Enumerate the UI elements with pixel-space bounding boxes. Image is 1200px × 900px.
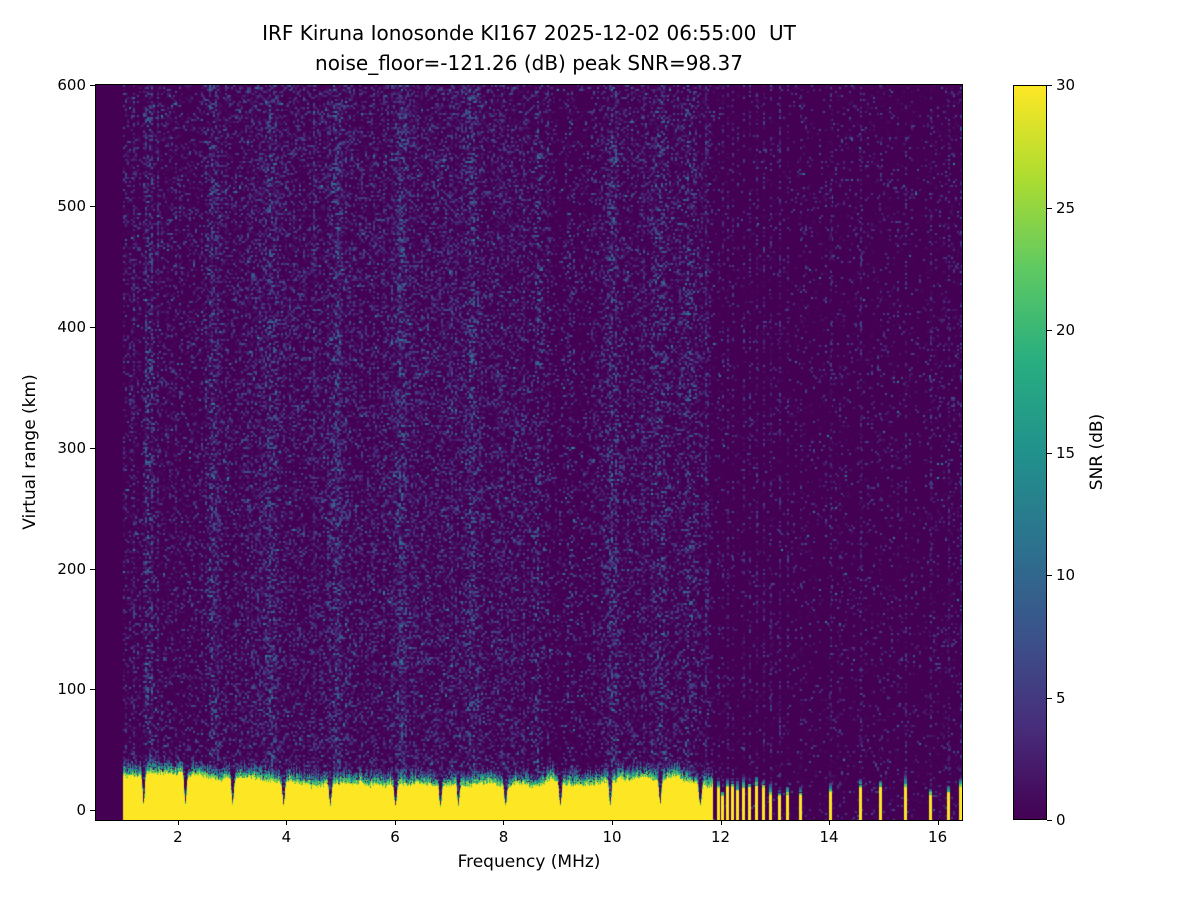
colorbar-tick-label: 10 [1056,566,1076,584]
y-tick-mark [90,568,95,570]
x-tick-label: 10 [602,828,622,846]
colorbar-tick-mark [1047,452,1052,454]
colorbar-tick-mark [1047,820,1052,821]
colorbar-tick-mark [1047,697,1052,699]
chart-title: IRF Kiruna Ionosonde KI167 2025-12-02 06… [262,21,796,45]
y-tick-label: 0 [76,801,86,820]
colorbar-tick-mark [1047,85,1052,86]
y-tick-mark [90,326,95,328]
colorbar-tick-label: 0 [1056,811,1066,829]
y-tick-mark [90,447,95,449]
x-tick-label: 12 [710,828,731,846]
y-tick-label: 400 [57,317,86,336]
colorbar-tick-label: 15 [1056,443,1076,462]
colorbar-tick-label: 5 [1056,688,1066,707]
x-tick-label: 4 [281,828,292,846]
x-tick-mark [937,820,939,825]
x-tick-mark [612,820,614,825]
x-tick-label: 2 [173,828,183,846]
x-tick-mark [394,820,396,825]
y-tick-mark [90,205,95,207]
y-tick-label: 200 [57,559,86,578]
colorbar-tick-mark [1047,207,1052,209]
chart-subtitle: noise_floor=-121.26 (dB) peak SNR=98.37 [315,51,743,75]
y-tick-label: 500 [57,196,86,215]
colorbar-tick-label: 20 [1056,321,1076,339]
x-tick-label: 14 [819,828,839,846]
title-block: IRF Kiruna Ionosonde KI167 2025-12-02 06… [96,18,962,78]
colorbar-tick-mark [1047,330,1052,331]
y-tick-label: 100 [57,680,86,699]
colorbar [1013,85,1047,820]
y-tick-label: 300 [57,438,86,457]
y-tick-label: 600 [57,76,86,94]
y-tick-mark [90,85,95,86]
x-tick-mark [720,820,722,825]
ionogram-heatmap [96,85,962,820]
x-axis-label: Frequency (MHz) [457,852,601,872]
x-tick-label: 16 [928,828,948,846]
colorbar-tick-mark [1047,575,1052,576]
colorbar-tick-label: 30 [1056,76,1076,94]
y-tick-mark [90,689,95,691]
x-tick-mark [177,820,179,825]
x-tick-mark [503,820,505,825]
colorbar-tick-label: 25 [1056,198,1076,217]
y-tick-mark [90,810,95,812]
x-tick-mark [286,820,288,825]
x-tick-label: 8 [498,828,509,846]
colorbar-label: SNR (dB) [1087,413,1107,491]
y-axis-label: Virtual range (km) [20,374,40,530]
x-tick-label: 6 [390,828,400,846]
x-tick-mark [829,820,831,825]
